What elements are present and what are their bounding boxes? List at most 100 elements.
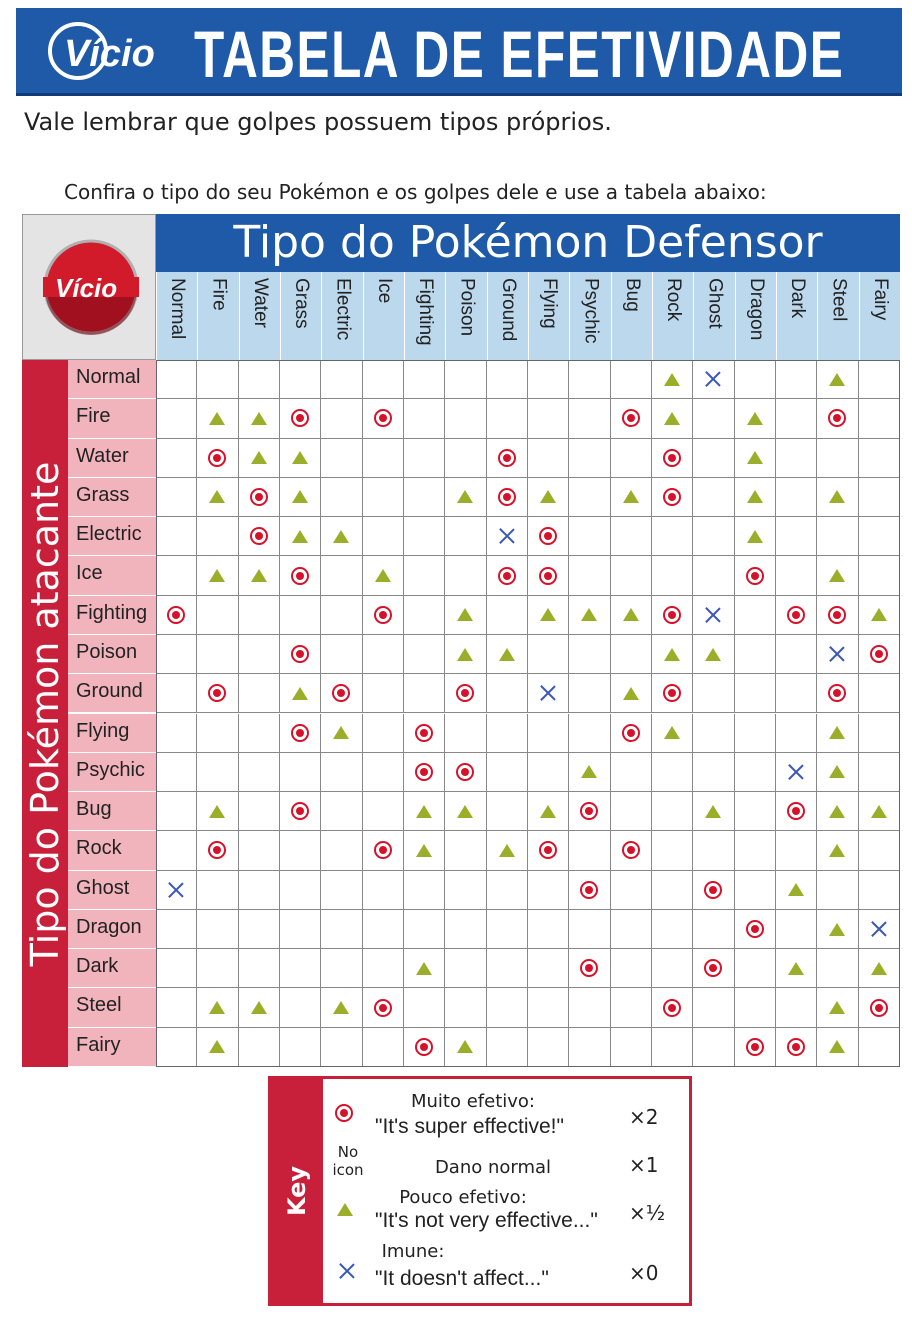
defender-type-label: Poison [456, 278, 478, 337]
not-very-effective-icon [829, 1001, 846, 1015]
attacker-type-label: Bug [76, 798, 112, 821]
table-cell [197, 595, 239, 635]
table-cell [858, 792, 900, 832]
col-head-normal: Normal [156, 272, 198, 360]
table-cell [776, 477, 818, 518]
table-cell [776, 713, 818, 753]
not-very-effective-icon [829, 804, 846, 818]
immune-title: Imune: [381, 1241, 445, 1262]
table-cell [197, 713, 239, 753]
defender-type-label: Water [249, 278, 271, 328]
table-cell [528, 399, 570, 439]
table-cell [569, 438, 611, 478]
not-very-effective-icon [746, 451, 763, 465]
attacker-heading-bar: Tipo do Pokémon atacante [22, 360, 68, 1067]
table-cell [528, 360, 570, 400]
table-cell [858, 556, 900, 596]
table-cell [652, 1027, 694, 1067]
not-very-effective-icon [829, 843, 846, 857]
effectiveness-table: Vício Tipo do Pokémon Defensor Normal Fir… [22, 214, 900, 1067]
table-cell [156, 713, 198, 753]
super-effective-icon [291, 645, 310, 664]
col-head-dark: Dark [776, 272, 818, 360]
table-cell [197, 399, 239, 439]
table-cell [776, 792, 818, 832]
table-cell [362, 477, 404, 518]
table-cell [280, 477, 322, 518]
row-head-steel: Steel [68, 988, 156, 1028]
table-cell [197, 949, 239, 989]
not-very-effective-icon [829, 490, 846, 504]
table-cell [445, 438, 487, 478]
table-cell [197, 360, 239, 400]
table-cell [858, 831, 900, 871]
table-body [156, 360, 900, 1067]
table-cell [693, 477, 735, 518]
attacker-type-label: Grass [76, 483, 130, 506]
table-cell [362, 595, 404, 635]
table-cell [776, 399, 818, 439]
table-cell [858, 399, 900, 439]
super-effective-icon [621, 723, 640, 742]
intro-line-2: Confira o tipo do seu Pokémon e os golpe… [64, 180, 767, 204]
super-effective-icon [415, 762, 434, 781]
table-cell [280, 399, 322, 439]
table-cell [734, 831, 776, 871]
not-very-effective-icon [209, 1001, 226, 1015]
table-cell [734, 713, 776, 753]
table-cell [858, 634, 900, 675]
key-super-effective: Muito efetivo: "It's super effective!" ×… [323, 1089, 689, 1149]
not-very-effective-icon [498, 843, 515, 857]
table-cell [445, 556, 487, 596]
not-very-effective-icon [333, 1001, 350, 1015]
col-head-fighting: Fighting [404, 272, 446, 360]
super-effective-icon [539, 566, 558, 585]
table-cell [528, 1027, 570, 1067]
key-not-very-effective: Pouco efetivo: "It's not very effective.… [323, 1185, 689, 1241]
col-head-poison: Poison [445, 272, 487, 360]
table-cell [652, 988, 694, 1028]
table-cell [197, 556, 239, 596]
table-cell [776, 556, 818, 596]
immune-icon [499, 528, 515, 544]
not-very-effective-icon [540, 804, 557, 818]
not-very-effective-icon [416, 961, 433, 975]
not-very-effective-icon [540, 608, 557, 622]
attacker-type-label: Ice [76, 562, 103, 585]
table-cell [321, 517, 363, 557]
table-cell [693, 634, 735, 675]
table-cell [238, 792, 280, 832]
table-cell [528, 831, 570, 871]
not-very-effective-icon [498, 647, 515, 661]
super-effective-icon [869, 998, 888, 1017]
table-cell [652, 477, 694, 518]
table-cell [362, 556, 404, 596]
table-cell [817, 477, 859, 518]
table-cell [652, 752, 694, 793]
table-cell [858, 870, 900, 910]
table-cell [693, 1027, 735, 1067]
table-cell [693, 752, 735, 793]
table-cell [321, 438, 363, 478]
table-cell [817, 438, 859, 478]
table-cell [238, 517, 280, 557]
not-very-effective-icon [746, 411, 763, 425]
table-cell [197, 1027, 239, 1067]
super-effective-icon [869, 645, 888, 664]
not-very-effective-icon [457, 1040, 474, 1054]
not-very-effective-icon [746, 490, 763, 504]
table-cell [445, 792, 487, 832]
table-cell [404, 792, 446, 832]
table-cell [321, 477, 363, 518]
table-cell [569, 949, 611, 989]
table-cell [610, 870, 652, 910]
table-cell [238, 949, 280, 989]
table-cell [280, 674, 322, 714]
table-cell [734, 674, 776, 714]
not-very-effective-icon [829, 765, 846, 779]
table-cell [734, 399, 776, 439]
table-cell [734, 870, 776, 910]
super-effective-icon [208, 684, 227, 703]
table-cell [321, 713, 363, 753]
table-cell [156, 870, 198, 910]
